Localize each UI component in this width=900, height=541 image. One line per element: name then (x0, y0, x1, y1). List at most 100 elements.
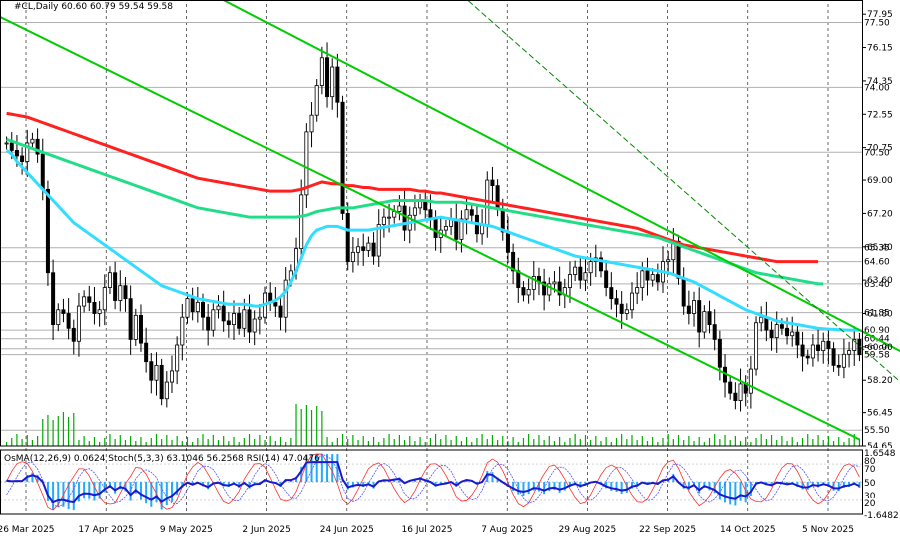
candle-body (76, 305, 81, 342)
candle-body (505, 231, 510, 253)
candle-body (826, 340, 831, 350)
y-tick-label: 54.65 (867, 442, 893, 452)
candle-body (361, 246, 366, 251)
candle-body (20, 155, 25, 162)
osc-axis-label: 70 (864, 465, 876, 475)
osc-axis-label: 50 (864, 479, 876, 489)
osma-panel (0, 453, 862, 511)
level-label: 61.85 (864, 309, 890, 319)
candle-body (102, 287, 107, 311)
candle-body (769, 329, 774, 338)
candle-body (314, 85, 319, 116)
candle-body (588, 261, 593, 274)
y-tick-label: 67.20 (867, 209, 893, 219)
ma-cyan-line (5, 149, 860, 332)
candle-body (40, 153, 45, 190)
candle-body (697, 300, 702, 333)
candle-body (309, 114, 314, 133)
candle-body (454, 218, 459, 240)
candle-body (490, 179, 495, 187)
x-tick-label: 26 Mar 2025 (0, 525, 55, 535)
candle-body (738, 383, 743, 401)
y-tick-label: 76.15 (867, 44, 893, 54)
osc-label-bg (863, 498, 897, 508)
candle-body (9, 142, 14, 151)
channel-line (221, 0, 900, 353)
candle-body (278, 305, 283, 318)
candle-body (169, 370, 174, 383)
candle-body (412, 207, 417, 216)
osc-label-bg (863, 478, 897, 488)
candle-body (619, 303, 624, 314)
candle-body (433, 218, 438, 238)
candle-body (681, 277, 686, 307)
candle-body (748, 368, 753, 394)
rsi-line (6, 461, 860, 504)
candle-body (195, 301, 200, 313)
level-label-bg (862, 16, 900, 29)
candle-body (252, 318, 257, 333)
candlesticks[interactable] (4, 42, 862, 412)
osc-label-bg (863, 464, 897, 474)
candle-body (717, 339, 722, 368)
candle-body (299, 194, 304, 250)
candle-body (45, 188, 50, 274)
candle-body (624, 309, 629, 314)
ma-red-line (6, 111, 819, 264)
level-label: 59.58 (864, 351, 890, 361)
level-label: 55.50 (864, 426, 890, 436)
candle-body (206, 316, 211, 331)
candle-body (221, 305, 226, 322)
candle-body (655, 274, 660, 283)
candle-body (841, 353, 846, 368)
candle-body (816, 344, 821, 351)
candle-body (237, 313, 242, 329)
candle-body (831, 348, 836, 366)
candle-body (133, 314, 138, 340)
candle-body (61, 309, 66, 314)
candle-body (526, 289, 531, 296)
x-tick-label: 17 Apr 2025 (78, 525, 134, 535)
y-tick-label: 56.45 (867, 409, 893, 419)
x-tick-label: 14 Oct 2025 (720, 525, 776, 535)
level-label: 77.50 (864, 19, 890, 29)
channel-line (466, 0, 900, 383)
candle-body (795, 331, 800, 346)
candle-body (319, 57, 324, 86)
candle-body (92, 301, 97, 314)
candle-body (123, 285, 128, 300)
candle-body (71, 327, 76, 342)
candle-body (82, 296, 87, 307)
osc-label-bg (863, 491, 897, 501)
candle-body (712, 324, 717, 340)
candle-body (366, 242, 371, 251)
candle-body (35, 138, 40, 155)
level-label-bg (862, 424, 900, 437)
candle-body (779, 324, 784, 329)
y-tick-label: 69.00 (867, 176, 893, 186)
candle-body (25, 142, 30, 162)
candle-body (511, 251, 516, 272)
level-lines: 77.50 74.00 70.50 65.35 64.60 63.40 61.85 60.90… (0, 16, 900, 437)
candle-body (257, 316, 262, 320)
candle-body (200, 301, 205, 318)
x-tick-label: 5 Nov 2025 (802, 525, 854, 535)
level-label-bg (862, 348, 900, 361)
candle-body (692, 300, 697, 314)
candle-body (180, 316, 185, 346)
candle-body (567, 274, 572, 288)
candle-body (459, 218, 464, 240)
candle-body (557, 281, 562, 296)
trend-channels[interactable] (0, 0, 900, 451)
candle-body (604, 270, 609, 288)
candle-body (175, 344, 180, 372)
candle-body (397, 205, 402, 212)
candle-body (785, 327, 790, 337)
ma-green-line (6, 137, 824, 286)
candle-body (190, 298, 195, 313)
osc-label-bg (863, 456, 897, 466)
candle-body (402, 205, 407, 231)
